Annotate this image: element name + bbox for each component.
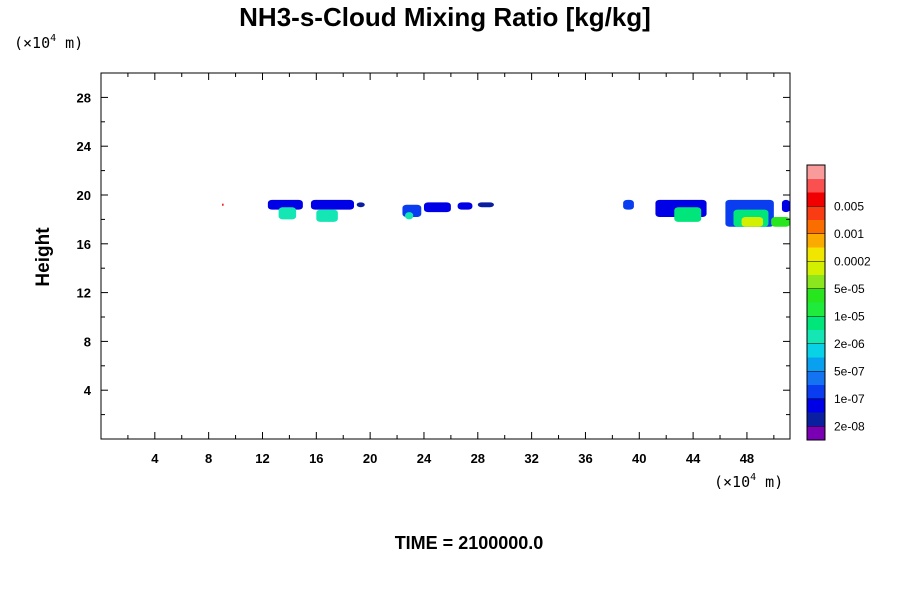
y-axis-label: Height (33, 227, 54, 287)
colorbar-frame (806, 164, 826, 441)
colorbar-swatch-10 (807, 288, 825, 303)
x-unit-prefix: (×10 (714, 473, 750, 491)
colorbar-swatch-17 (807, 192, 825, 207)
colorbar-label-1: 1e-07 (834, 392, 865, 406)
y-unit-suffix: m) (56, 34, 83, 52)
cloud-region-0 (267, 199, 303, 210)
colorbar-swatch-8 (807, 316, 825, 330)
cloud-region-12 (674, 207, 702, 222)
colorbar-label-6: 0.0002 (834, 254, 871, 268)
x-tick-label-8: 36 (578, 451, 592, 466)
y-tick-label-6: 28 (77, 90, 91, 105)
cloud-region-7 (423, 202, 451, 213)
y-tick-label-3: 16 (77, 237, 91, 252)
colorbar-swatch-15 (807, 220, 825, 234)
cloud-region-8 (457, 202, 473, 210)
colorbar-label-2: 5e-07 (834, 364, 865, 378)
cloud-region-9 (477, 202, 494, 208)
colorbar-swatch-7 (807, 330, 825, 344)
cloud-region-6 (405, 212, 414, 220)
x-unit-suffix: m) (756, 473, 783, 491)
cloud-region-17 (781, 199, 790, 213)
colorbar-swatch-16 (807, 206, 825, 220)
x-tick-label-11: 48 (740, 451, 754, 466)
colorbar-swatch-12 (807, 261, 825, 275)
x-tick-label-3: 16 (309, 451, 323, 466)
colorbar: 2e-08 1e-07 5e-07 2e-06 1e-05 5e-05 0.0002 0.00… (806, 164, 871, 441)
colorbar-label-4: 1e-05 (834, 309, 865, 323)
cloud-region-16 (771, 216, 790, 227)
y-unit-prefix: (×10 (14, 34, 50, 52)
x-tick-label-10: 44 (686, 451, 701, 466)
plot-frame (100, 72, 791, 440)
colorbar-swatch-18 (807, 178, 825, 193)
x-tick-label-0: 4 (151, 451, 159, 466)
cloud-region-3 (316, 209, 338, 222)
colorbar-label-0: 2e-08 (834, 419, 865, 433)
x-tick-label-5: 24 (417, 451, 432, 466)
cloud-data-layer (222, 199, 790, 227)
y-unit-exponent: 4 (50, 33, 56, 44)
colorbar-swatch-14 (807, 233, 825, 248)
colorbar-swatch-9 (807, 302, 825, 317)
x-tick-label-6: 28 (471, 451, 485, 466)
cloud-region-4 (356, 202, 365, 208)
y-tick-label-5: 24 (77, 139, 92, 154)
colorbar-swatch-2 (807, 398, 825, 413)
colorbar-label-3: 2e-06 (834, 337, 865, 351)
cloud-region-1 (278, 207, 297, 220)
colorbar-label-5: 5e-05 (834, 282, 865, 296)
y-tick-label-1: 8 (84, 334, 91, 349)
x-unit-exponent: 4 (750, 472, 756, 483)
colorbar-swatch-1 (807, 412, 825, 427)
colorbar-label-8: 0.005 (834, 199, 864, 213)
cloud-region-15 (741, 216, 764, 227)
colorbar-swatch-0 (807, 426, 825, 440)
x-tick-label-4: 20 (363, 451, 377, 466)
colorbar-swatch-13 (807, 247, 825, 262)
colorbar-swatch-6 (807, 343, 825, 358)
colorbar-swatch-19 (807, 165, 825, 179)
x-tick-label-9: 40 (632, 451, 646, 466)
cloud-region-18 (222, 203, 224, 206)
x-tick-label-7: 32 (524, 451, 538, 466)
colorbar-swatch-5 (807, 357, 825, 372)
x-tick-label-1: 8 (205, 451, 212, 466)
time-label: TIME = 2100000.0 (395, 533, 544, 553)
chart-title: NH3-s-Cloud Mixing Ratio [kg/kg] (239, 2, 651, 32)
y-tick-label-4: 20 (77, 188, 91, 203)
colorbar-swatch-3 (807, 385, 825, 399)
colorbar-label-7: 0.001 (834, 227, 864, 241)
colorbar-swatch-4 (807, 371, 825, 385)
y-tick-label-2: 12 (77, 286, 91, 301)
y-axis-unit: (×104 m) (14, 33, 83, 52)
x-axis-unit: (×104 m) (714, 472, 783, 491)
colorbar-swatch-11 (807, 275, 825, 289)
cloud-region-2 (310, 199, 354, 210)
y-tick-label-0: 4 (84, 383, 92, 398)
cloud-region-10 (623, 199, 634, 210)
x-tick-label-2: 12 (255, 451, 269, 466)
